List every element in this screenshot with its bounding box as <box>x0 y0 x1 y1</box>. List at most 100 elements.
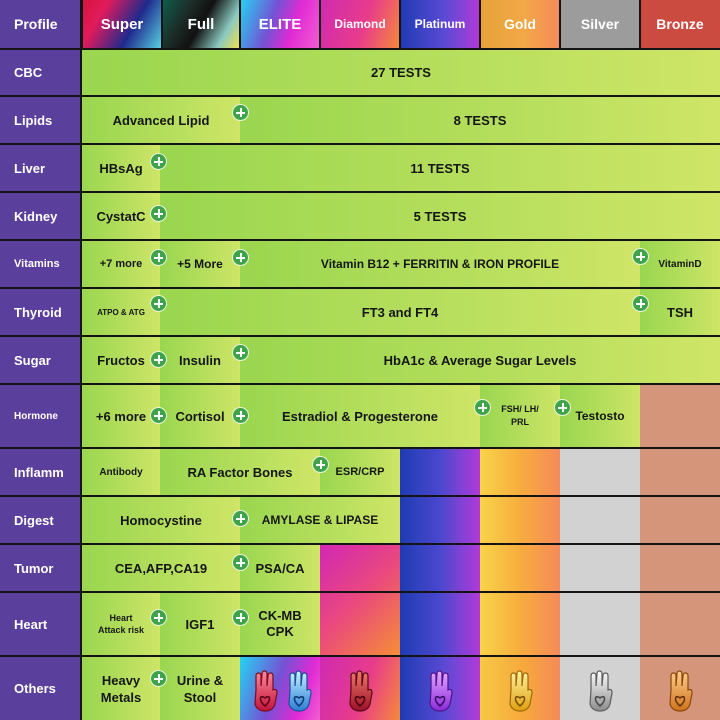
cell-label-line1: Heart <box>109 613 133 623</box>
row-header-hormone: Hormone <box>0 385 82 447</box>
plus-badge-icon <box>232 609 249 626</box>
cell-label: +6 more <box>95 408 147 424</box>
row-header-tumor: Tumor <box>0 545 82 591</box>
row-header-liver: Liver <box>0 145 82 191</box>
plus-badge-icon <box>232 510 249 527</box>
plus-badge-icon <box>312 456 329 473</box>
hormone-estradiol-cell: Estradiol & Progesterone <box>240 385 480 447</box>
sugar-hba1c-cell: HbA1c & Average Sugar Levels <box>240 337 720 383</box>
liver-tests-cell: 11 TESTS <box>160 145 720 191</box>
inflamm-ra-cell: RA Factor Bones <box>160 449 320 495</box>
cell-label: TSH <box>667 304 693 320</box>
row-header-inflamm: Inflamm <box>0 449 82 495</box>
column-header-platinum: Platinum <box>400 0 480 48</box>
plus-badge-icon <box>150 153 167 170</box>
column-header-label: Full <box>187 15 215 33</box>
digest-homo-cell: Homocystine <box>82 497 240 543</box>
plus-badge-icon <box>474 399 491 416</box>
row-header-digest: Digest <box>0 497 82 543</box>
column-header-label: Super <box>100 15 144 33</box>
column-header-diamond: Diamond <box>320 0 400 48</box>
cell-label: RA Factor Bones <box>187 464 293 480</box>
cell-label-line1: Urine & <box>176 672 224 688</box>
others-heavy-cell: Heavy Metals <box>82 657 160 720</box>
heart-igf1-cell: IGF1 <box>160 593 240 655</box>
others-urine-cell: Urine & Stool <box>160 657 240 720</box>
hand-heart-icon <box>589 670 613 712</box>
plus-badge-icon <box>150 351 167 368</box>
cell-label-line1: Heavy <box>101 672 141 688</box>
row-header-label: Liver <box>14 160 46 176</box>
silver-tier-block <box>560 449 640 655</box>
kidney-tests-cell: 5 TESTS <box>160 193 720 239</box>
cell-label: Cortisol <box>175 408 225 424</box>
cell-label: 8 TESTS <box>453 112 507 128</box>
cell-label: Vitamin B12 + FERRITIN & IRON PROFILE <box>320 257 560 271</box>
cell-label-line2: PRL <box>511 417 529 427</box>
vitamins-more5-cell: +5 More <box>160 241 240 287</box>
plus-badge-icon <box>150 670 167 687</box>
cell-label-line2: Metals <box>100 689 142 705</box>
hand-heart-icon <box>254 670 278 712</box>
column-header-label: Bronze <box>656 16 704 32</box>
cell-label: ESR/CRP <box>335 466 385 478</box>
thyroid-tsh-cell: TSH <box>640 289 720 335</box>
cell-label-line2: Attack risk <box>97 625 145 635</box>
hormone-more6-cell: +6 more <box>82 385 160 447</box>
row-header-label: Vitamins <box>14 258 60 270</box>
plus-badge-icon <box>232 407 249 424</box>
bronze-tier-block <box>640 449 720 655</box>
inflamm-antibody-cell: Antibody <box>82 449 160 495</box>
row-header-lipids: Lipids <box>0 97 82 143</box>
cell-label: Estradiol & Progesterone <box>281 408 439 424</box>
cell-label: Homocystine <box>120 512 202 528</box>
row-header-sugar: Sugar <box>0 337 82 383</box>
tumor-cea-cell: CEA,AFP,CA19 <box>82 545 240 591</box>
row-header-label: Others <box>14 681 56 696</box>
lipids-tests-cell: 8 TESTS <box>240 97 720 143</box>
plus-badge-icon <box>150 295 167 312</box>
row-header-heart: Heart <box>0 593 82 655</box>
column-header-label: Profile <box>14 16 58 32</box>
cell-label: ATPO & ATG <box>97 307 145 317</box>
liver-hbsag-cell: HBsAg <box>82 145 160 191</box>
sugar-insulin-cell: Insulin <box>160 337 240 383</box>
column-header-super: Super <box>82 0 162 48</box>
hand-heart-icon <box>509 670 533 712</box>
cell-label: Insulin <box>179 352 221 368</box>
cell-label: 11 TESTS <box>410 160 470 176</box>
cell-label: Antibody <box>99 466 143 478</box>
plus-badge-icon <box>232 344 249 361</box>
plus-badge-icon <box>150 407 167 424</box>
thyroid-atpo-cell: ATPO & ATG <box>82 289 160 335</box>
gold-tier-block <box>480 449 560 655</box>
row-header-label: Kidney <box>14 208 58 224</box>
vitamins-b12-cell: Vitamin B12 + FERRITIN & IRON PROFILE <box>240 241 640 287</box>
tumor-psa-cell: PSA/CA <box>240 545 320 591</box>
cell-label: Testosto <box>575 409 625 423</box>
row-header-cbc: CBC <box>0 50 82 95</box>
row-header-label: Sugar <box>14 352 51 368</box>
cell-label-line2: CPK <box>266 624 294 639</box>
digest-amylase-cell: AMYLASE & LIPASE <box>240 497 400 543</box>
heart-ckmb-cell: CK-MB CPK <box>240 593 320 655</box>
row-header-label: Hormone <box>14 410 58 422</box>
hand-heart-icon <box>429 670 453 712</box>
plus-badge-icon <box>632 248 649 265</box>
hormone-testo-cell: Testosto <box>560 385 640 447</box>
plus-badge-icon <box>232 249 249 266</box>
cell-label-line1: CK-MB <box>258 608 302 623</box>
row-header-kidney: Kidney <box>0 193 82 239</box>
column-header-gold: Gold <box>480 0 560 48</box>
thyroid-ft-cell: FT3 and FT4 <box>160 289 640 335</box>
hormone-bronze-excluded <box>640 385 720 447</box>
plus-badge-icon <box>150 205 167 222</box>
cell-label: PSA/CA <box>255 560 305 576</box>
cell-label-line1: FSH/ LH/ <box>501 404 539 414</box>
plus-badge-icon <box>632 295 649 312</box>
row-header-others: Others <box>0 657 82 720</box>
hand-heart-icon <box>349 670 373 712</box>
column-header-label: Diamond <box>334 17 386 31</box>
cell-label: 27 TESTS <box>371 65 431 80</box>
